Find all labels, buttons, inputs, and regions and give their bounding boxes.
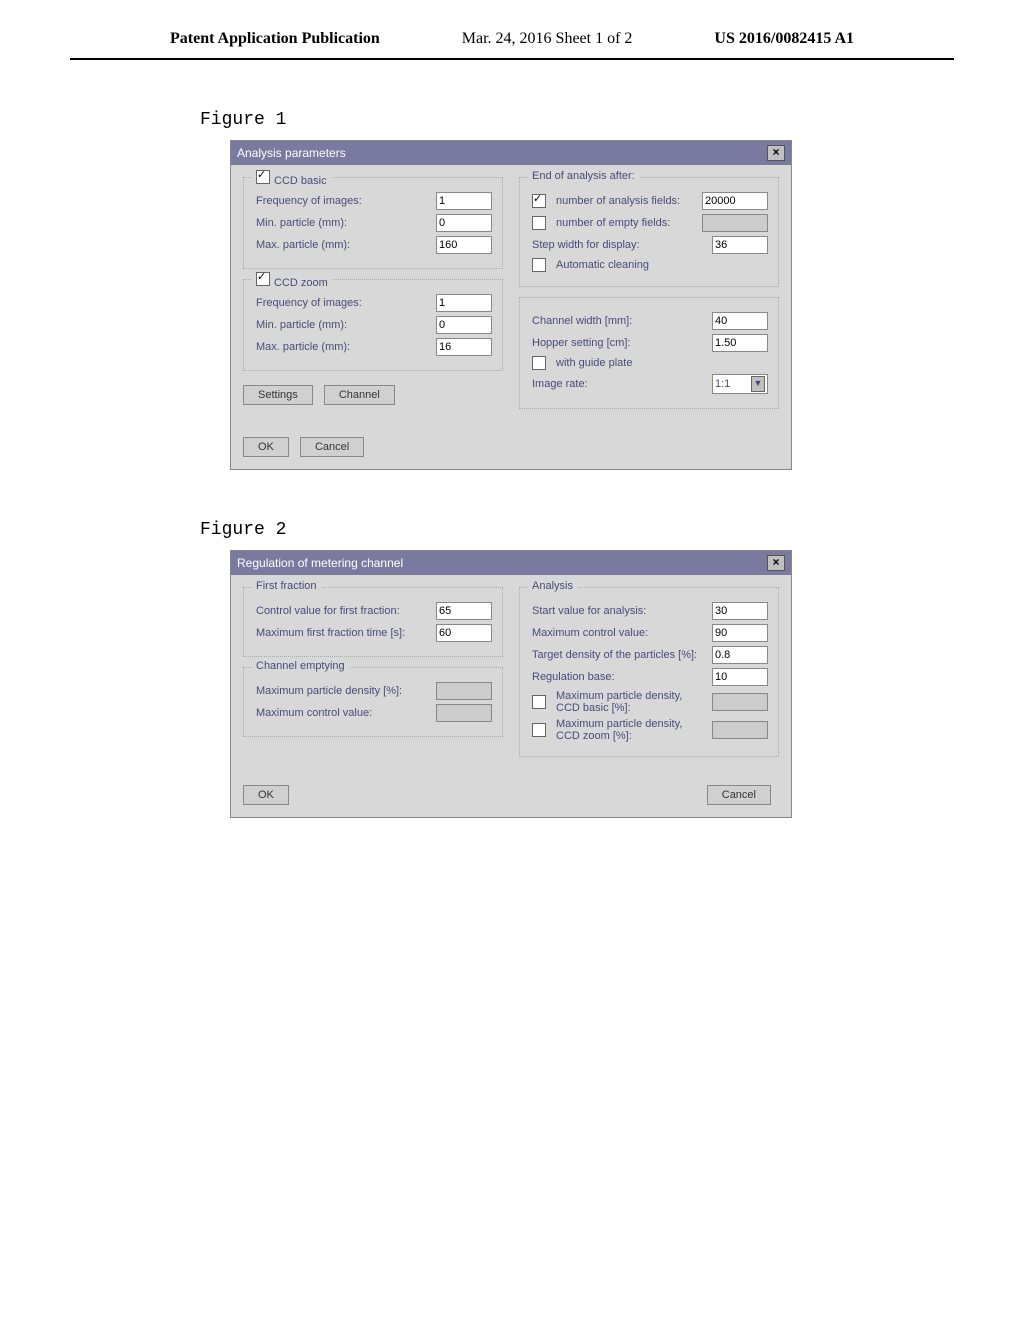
max-basic-input — [712, 693, 768, 711]
auto-clean-label: Automatic cleaning — [556, 259, 768, 271]
start-label: Start value for analysis: — [532, 605, 706, 617]
zoom-min-input[interactable] — [436, 316, 492, 334]
image-rate-select[interactable]: 1:1 ▼ — [712, 374, 768, 394]
channel-button[interactable]: Channel — [324, 385, 395, 405]
an-max-ctrl-input[interactable] — [712, 624, 768, 642]
header-right: US 2016/0082415 A1 — [714, 30, 854, 48]
first-fraction-group: First fraction Control value for first f… — [243, 587, 503, 657]
start-input[interactable] — [712, 602, 768, 620]
header-left: Patent Application Publication — [170, 30, 380, 48]
max-label: Max. particle (mm): — [256, 239, 430, 251]
num-fields-checkbox[interactable] — [532, 194, 546, 208]
ctrl-val-input[interactable] — [436, 602, 492, 620]
target-input[interactable] — [712, 646, 768, 664]
reg-base-input[interactable] — [712, 668, 768, 686]
num-empty-checkbox[interactable] — [532, 216, 546, 230]
chevron-down-icon: ▼ — [751, 376, 765, 392]
num-fields-input[interactable] — [702, 192, 768, 210]
analysis-params-dialog: Analysis parameters × CCD basic Frequenc… — [230, 140, 792, 470]
ccd-basic-legend: CCD basic — [274, 175, 327, 187]
channel-empty-legend: Channel emptying — [252, 660, 349, 672]
end-legend: End of analysis after: — [528, 170, 639, 182]
hopper-input[interactable] — [712, 334, 768, 352]
max-ctrl-input[interactable] — [436, 704, 492, 722]
num-empty-input — [702, 214, 768, 232]
zoom-max-input[interactable] — [436, 338, 492, 356]
auto-clean-checkbox[interactable] — [532, 258, 546, 272]
hopper-label: Hopper setting [cm]: — [532, 337, 706, 349]
reg-base-label: Regulation base: — [532, 671, 706, 683]
ccd-zoom-checkbox[interactable] — [256, 272, 270, 286]
dialog-title: Analysis parameters — [237, 146, 346, 160]
step-input[interactable] — [712, 236, 768, 254]
max-ctrl-label: Maximum control value: — [256, 707, 430, 719]
channel-group: Channel width [mm]: Hopper setting [cm]:… — [519, 297, 779, 409]
analysis-group: Analysis Start value for analysis: Maxim… — [519, 587, 779, 757]
first-fraction-legend: First fraction — [252, 580, 321, 592]
image-rate-value: 1:1 — [715, 378, 730, 390]
cancel-button[interactable]: Cancel — [300, 437, 364, 457]
ok-button[interactable]: OK — [243, 785, 289, 805]
step-label: Step width for display: — [532, 239, 706, 251]
max-input[interactable] — [436, 236, 492, 254]
channel-empty-group: Channel emptying Maximum particle densit… — [243, 667, 503, 737]
guide-plate-label: with guide plate — [556, 357, 768, 369]
settings-button[interactable]: Settings — [243, 385, 313, 405]
cancel-button[interactable]: Cancel — [707, 785, 771, 805]
zoom-freq-label: Frequency of images: — [256, 297, 430, 309]
max-time-input[interactable] — [436, 624, 492, 642]
figure1-label: Figure 1 — [200, 110, 1024, 130]
channel-width-input[interactable] — [712, 312, 768, 330]
guide-plate-checkbox[interactable] — [532, 356, 546, 370]
an-max-ctrl-label: Maximum control value: — [532, 627, 706, 639]
max-density-input[interactable] — [436, 682, 492, 700]
analysis-legend: Analysis — [528, 580, 577, 592]
page-header: Patent Application Publication Mar. 24, … — [70, 0, 954, 60]
dialog2-titlebar: Regulation of metering channel × — [231, 551, 791, 575]
dialog-titlebar: Analysis parameters × — [231, 141, 791, 165]
num-empty-label: number of empty fields: — [556, 217, 696, 229]
close-icon[interactable]: × — [767, 555, 785, 571]
freq-input[interactable] — [436, 192, 492, 210]
zoom-freq-input[interactable] — [436, 294, 492, 312]
zoom-min-label: Min. particle (mm): — [256, 319, 430, 331]
target-label: Target density of the particles [%]: — [532, 649, 706, 661]
ccd-basic-checkbox[interactable] — [256, 170, 270, 184]
header-center: Mar. 24, 2016 Sheet 1 of 2 — [462, 30, 633, 48]
max-zoom-input — [712, 721, 768, 739]
close-icon[interactable]: × — [767, 145, 785, 161]
figure2-label: Figure 2 — [200, 520, 1024, 540]
channel-width-label: Channel width [mm]: — [532, 315, 706, 327]
max-basic-label: Maximum particle density, CCD basic [%]: — [556, 690, 706, 714]
ctrl-val-label: Control value for first fraction: — [256, 605, 430, 617]
min-label: Min. particle (mm): — [256, 217, 430, 229]
end-analysis-group: End of analysis after: number of analysi… — [519, 177, 779, 287]
ccd-zoom-group: CCD zoom Frequency of images: Min. parti… — [243, 279, 503, 371]
max-density-label: Maximum particle density [%]: — [256, 685, 430, 697]
max-time-label: Maximum first fraction time [s]: — [256, 627, 430, 639]
num-fields-label: number of analysis fields: — [556, 195, 696, 207]
max-basic-checkbox[interactable] — [532, 695, 546, 709]
zoom-max-label: Max. particle (mm): — [256, 341, 430, 353]
max-zoom-label: Maximum particle density, CCD zoom [%]: — [556, 718, 706, 742]
ccd-zoom-legend: CCD zoom — [274, 277, 328, 289]
ok-button[interactable]: OK — [243, 437, 289, 457]
ccd-basic-group: CCD basic Frequency of images: Min. part… — [243, 177, 503, 269]
min-input[interactable] — [436, 214, 492, 232]
regulation-dialog: Regulation of metering channel × First f… — [230, 550, 792, 818]
freq-label: Frequency of images: — [256, 195, 430, 207]
max-zoom-checkbox[interactable] — [532, 723, 546, 737]
image-rate-label: Image rate: — [532, 378, 706, 390]
dialog2-title: Regulation of metering channel — [237, 556, 403, 570]
